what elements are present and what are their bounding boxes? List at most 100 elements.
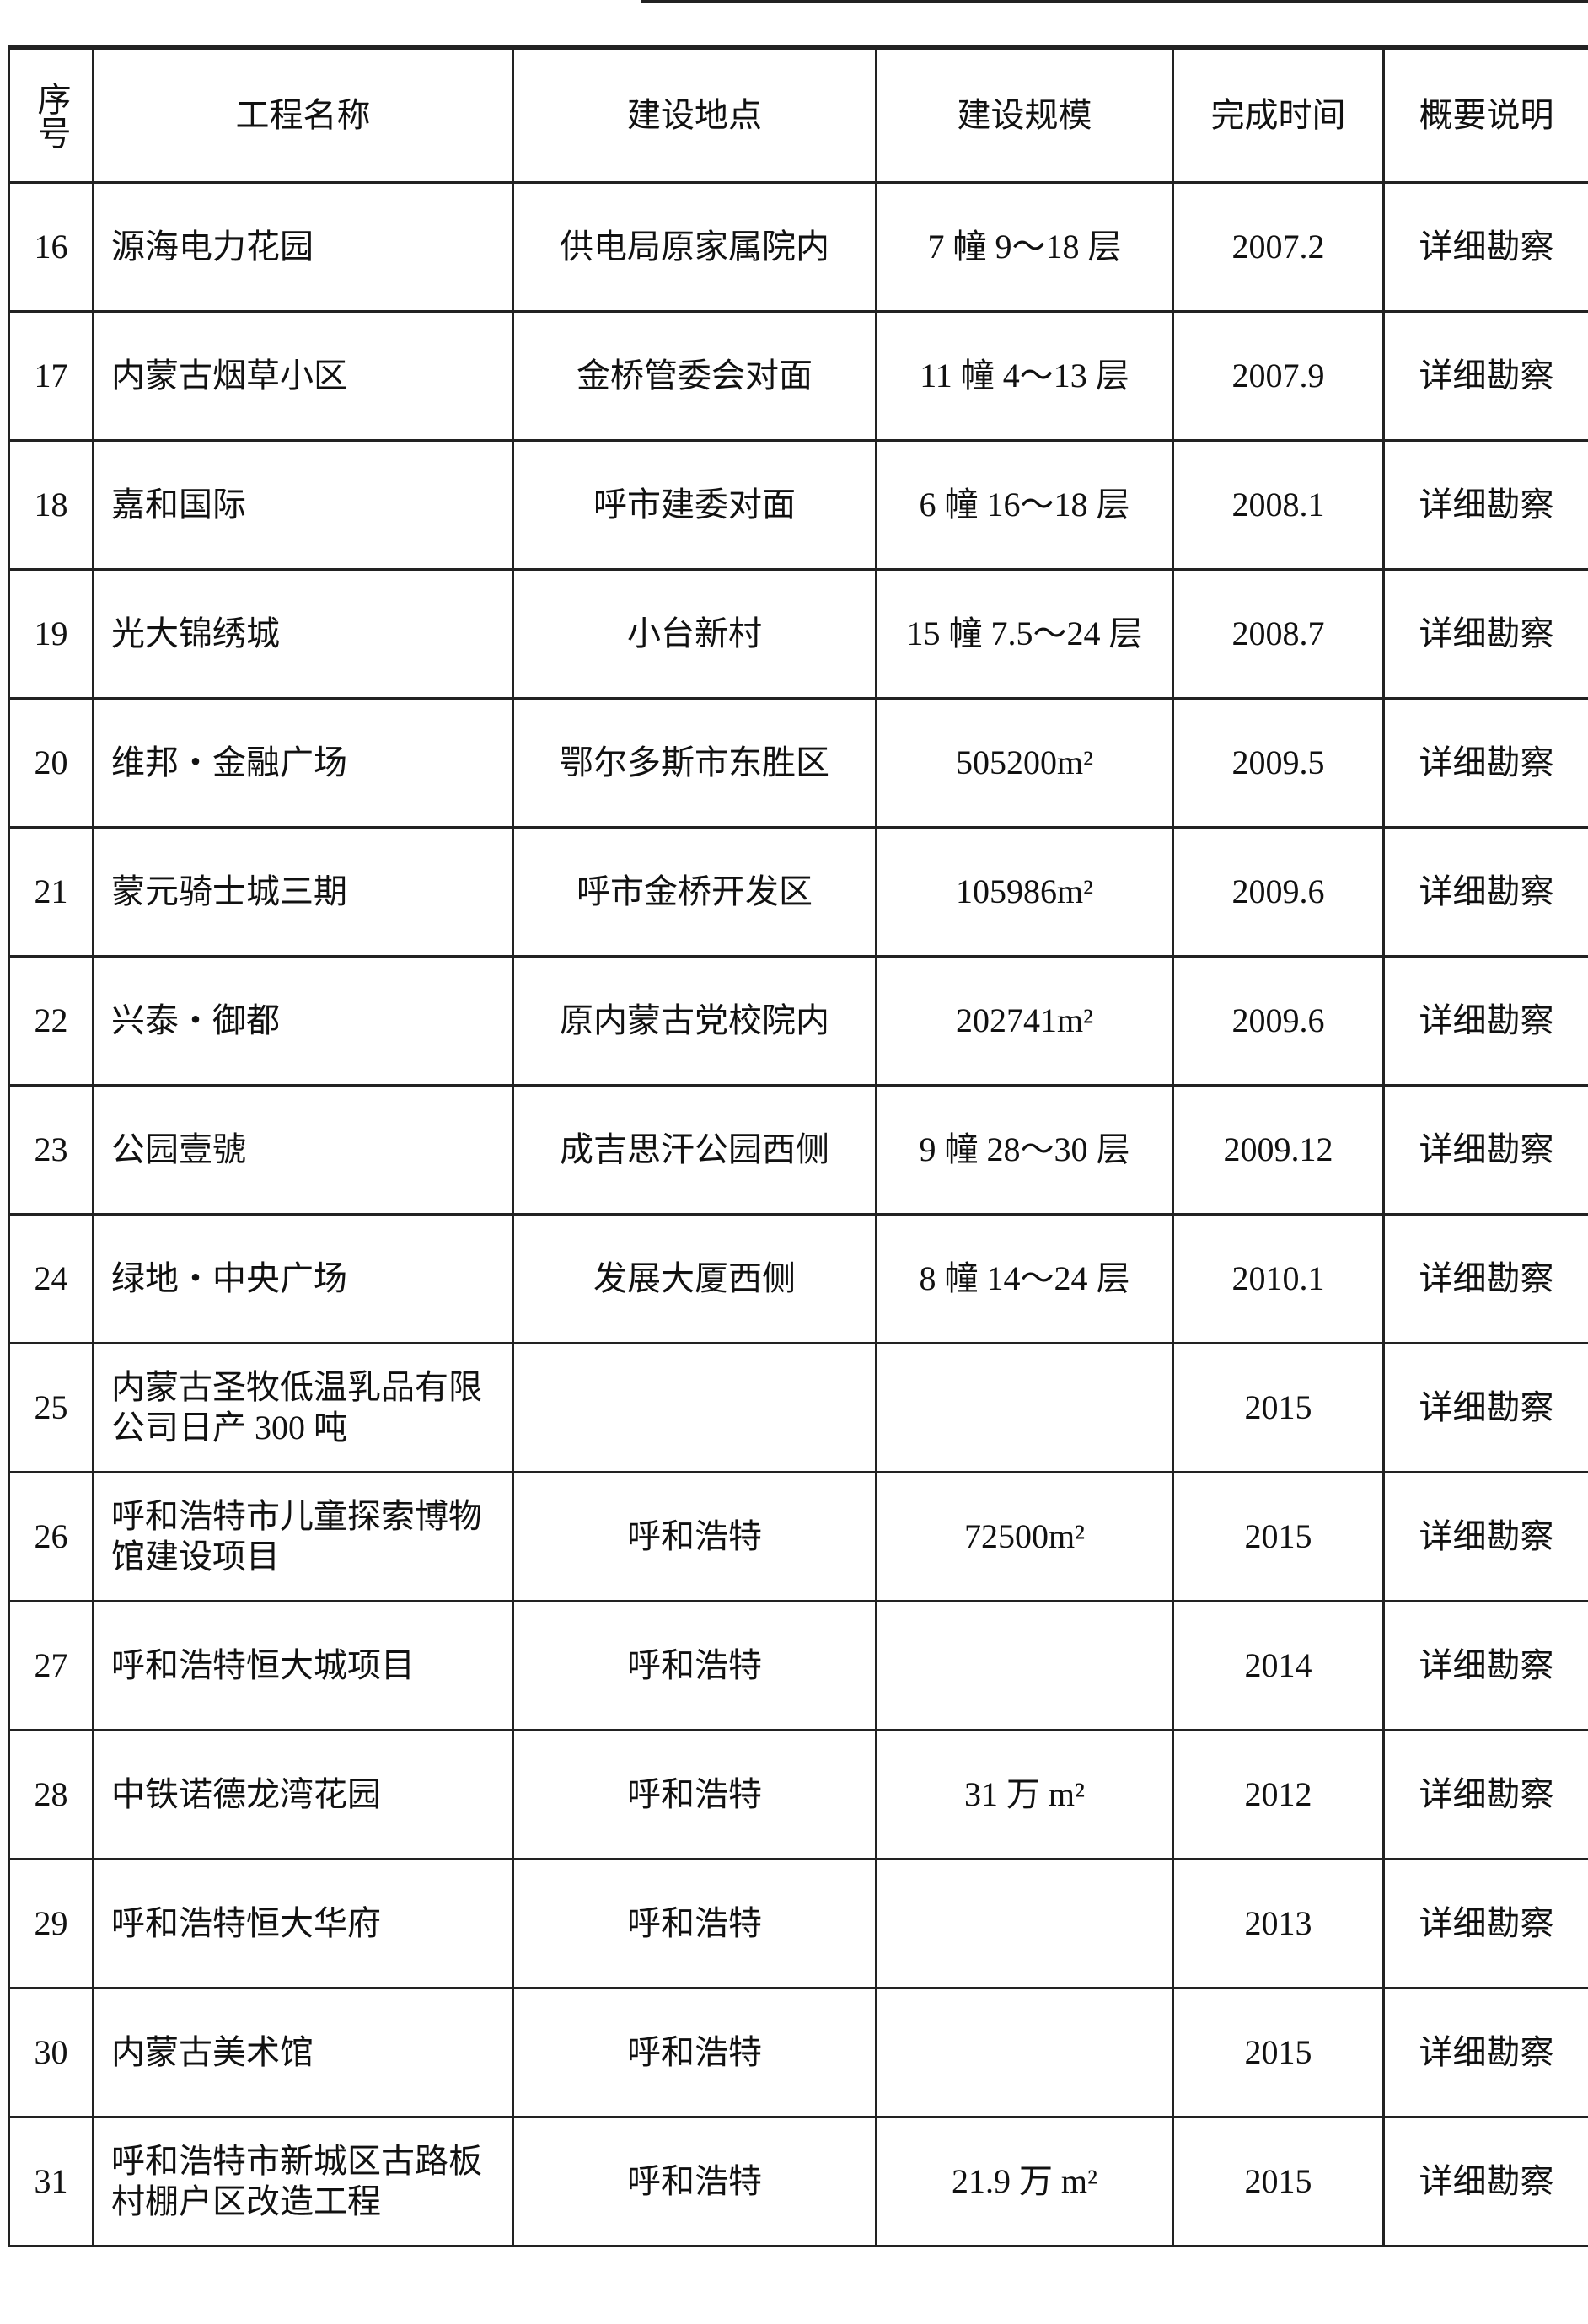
cell-no: 27 [8, 1600, 94, 1731]
cell-location: 小台新村 [512, 568, 877, 700]
cell-completed: 2009.12 [1172, 1084, 1385, 1216]
cell-location: 呼市金桥开发区 [512, 826, 877, 958]
cell-name: 内蒙古圣牧低温乳品有限公司日产 300 吨 [92, 1342, 514, 1473]
cell-no: 26 [8, 1471, 94, 1602]
cell-note: 详细勘察 [1382, 1084, 1588, 1216]
cell-completed: 2008.7 [1172, 568, 1385, 700]
cell-name: 蒙元骑士城三期 [92, 826, 514, 958]
cell-scale [875, 1600, 1174, 1731]
table-row: 31 呼和浩特市新城区古路板村棚户区改造工程 呼和浩特 21.9 万 m² 2015 详细… [8, 2116, 1588, 2247]
cell-note: 详细勘察 [1382, 310, 1588, 442]
table-row: 21 蒙元骑士城三期 呼市金桥开发区 105986m² 2009.6 详细勘察 [8, 826, 1588, 958]
cell-note: 详细勘察 [1382, 697, 1588, 829]
cell-no: 23 [8, 1084, 94, 1216]
cell-no: 16 [8, 181, 94, 313]
cell-location [512, 1342, 877, 1473]
cell-scale: 9 幢 28～30 层 [875, 1084, 1174, 1216]
cell-note: 详细勘察 [1382, 1729, 1588, 1860]
cell-no: 25 [8, 1342, 94, 1473]
cell-completed: 2015 [1172, 1342, 1385, 1473]
cell-note: 详细勘察 [1382, 1987, 1588, 2118]
cell-completed: 2015 [1172, 1987, 1385, 2118]
cell-completed: 2015 [1172, 2116, 1385, 2247]
cell-name: 源海电力花园 [92, 181, 514, 313]
cell-location: 呼和浩特 [512, 1600, 877, 1731]
cell-completed: 2007.2 [1172, 181, 1385, 313]
cell-name: 中铁诺德龙湾花园 [92, 1729, 514, 1860]
cell-scale: 31 万 m² [875, 1729, 1174, 1860]
cell-scale [875, 1342, 1174, 1473]
cell-no: 29 [8, 1858, 94, 1989]
cell-location: 呼和浩特 [512, 2116, 877, 2247]
cell-no: 17 [8, 310, 94, 442]
cell-no: 21 [8, 826, 94, 958]
table-row: 27 呼和浩特恒大城项目 呼和浩特 2014 详细勘察 [8, 1600, 1588, 1731]
cell-name: 光大锦绣城 [92, 568, 514, 700]
cell-scale: 6 幢 16～18 层 [875, 439, 1174, 571]
cell-no: 22 [8, 955, 94, 1087]
header-no: 序号 [8, 46, 94, 184]
cell-completed: 2015 [1172, 1471, 1385, 1602]
table-row: 17 内蒙古烟草小区 金桥管委会对面 11 幢 4～13 层 2007.9 详细勘察 [8, 310, 1588, 442]
cell-scale: 72500m² [875, 1471, 1174, 1602]
cell-name: 嘉和国际 [92, 439, 514, 571]
cell-name: 呼和浩特市新城区古路板村棚户区改造工程 [92, 2116, 514, 2247]
cell-scale [875, 1858, 1174, 1989]
cell-name: 呼和浩特恒大华府 [92, 1858, 514, 1989]
cell-completed: 2009.6 [1172, 955, 1385, 1087]
cell-completed: 2008.1 [1172, 439, 1385, 571]
cell-no: 20 [8, 697, 94, 829]
cell-completed: 2013 [1172, 1858, 1385, 1989]
cell-note: 详细勘察 [1382, 1342, 1588, 1473]
cell-note: 详细勘察 [1382, 1471, 1588, 1602]
cell-name: 内蒙古烟草小区 [92, 310, 514, 442]
table-row: 26 呼和浩特市儿童探索博物馆建设项目 呼和浩特 72500m² 2015 详细勘察 [8, 1471, 1588, 1602]
cell-scale: 15 幢 7.5～24 层 [875, 568, 1174, 700]
cell-completed: 2009.5 [1172, 697, 1385, 829]
header-completed: 完成时间 [1172, 46, 1385, 184]
table-row: 29 呼和浩特恒大华府 呼和浩特 2013 详细勘察 [8, 1858, 1588, 1989]
page-top-rule [641, 0, 1588, 3]
cell-name: 兴泰・御都 [92, 955, 514, 1087]
table-row: 22 兴泰・御都 原内蒙古党校院内 202741m² 2009.6 详细勘察 [8, 955, 1588, 1087]
cell-scale: 11 幢 4～13 层 [875, 310, 1174, 442]
cell-scale: 202741m² [875, 955, 1174, 1087]
cell-note: 详细勘察 [1382, 1600, 1588, 1731]
table-row: 30 内蒙古美术馆 呼和浩特 2015 详细勘察 [8, 1987, 1588, 2118]
cell-name: 呼和浩特市儿童探索博物馆建设项目 [92, 1471, 514, 1602]
cell-scale: 21.9 万 m² [875, 2116, 1174, 2247]
cell-name: 呼和浩特恒大城项目 [92, 1600, 514, 1731]
table-row: 28 中铁诺德龙湾花园 呼和浩特 31 万 m² 2012 详细勘察 [8, 1729, 1588, 1860]
table-row: 16 源海电力花园 供电局原家属院内 7 幢 9～18 层 2007.2 详细勘察 [8, 181, 1588, 313]
cell-location: 成吉思汗公园西侧 [512, 1084, 877, 1216]
cell-no: 30 [8, 1987, 94, 2118]
cell-completed: 2014 [1172, 1600, 1385, 1731]
cell-note: 详细勘察 [1382, 1858, 1588, 1989]
table-row: 24 绿地・中央广场 发展大厦西侧 8 幢 14～24 层 2010.1 详细勘察 [8, 1213, 1588, 1344]
table-row: 19 光大锦绣城 小台新村 15 幢 7.5～24 层 2008.7 详细勘察 [8, 568, 1588, 700]
cell-location: 供电局原家属院内 [512, 181, 877, 313]
header-name: 工程名称 [92, 46, 514, 184]
cell-no: 18 [8, 439, 94, 571]
cell-note: 详细勘察 [1382, 439, 1588, 571]
cell-location: 呼市建委对面 [512, 439, 877, 571]
table-row: 20 维邦・金融广场 鄂尔多斯市东胜区 505200m² 2009.5 详细勘察 [8, 697, 1588, 829]
cell-note: 详细勘察 [1382, 1213, 1588, 1344]
cell-no: 24 [8, 1213, 94, 1344]
cell-location: 呼和浩特 [512, 1729, 877, 1860]
cell-scale: 505200m² [875, 697, 1174, 829]
cell-completed: 2012 [1172, 1729, 1385, 1860]
project-table: 序号 工程名称 建设地点 建设规模 完成时间 概要说明 16 源海电力花园 供电局原… [8, 45, 1588, 2247]
cell-scale: 8 幢 14～24 层 [875, 1213, 1174, 1344]
cell-scale: 7 幢 9～18 层 [875, 181, 1174, 313]
cell-name: 维邦・金融广场 [92, 697, 514, 829]
cell-note: 详细勘察 [1382, 2116, 1588, 2247]
header-scale: 建设规模 [875, 46, 1174, 184]
cell-location: 鄂尔多斯市东胜区 [512, 697, 877, 829]
header-note: 概要说明 [1382, 46, 1588, 184]
cell-name: 公园壹號 [92, 1084, 514, 1216]
cell-note: 详细勘察 [1382, 568, 1588, 700]
header-row: 序号 工程名称 建设地点 建设规模 完成时间 概要说明 [8, 46, 1588, 184]
cell-no: 28 [8, 1729, 94, 1860]
cell-scale: 105986m² [875, 826, 1174, 958]
